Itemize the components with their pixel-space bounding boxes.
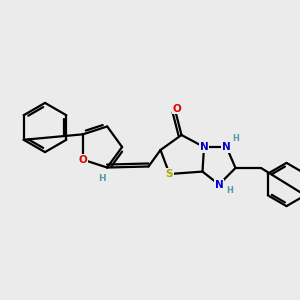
Text: N: N xyxy=(200,142,208,152)
Text: H: H xyxy=(98,174,106,183)
Text: O: O xyxy=(172,103,182,114)
Text: H: H xyxy=(226,186,233,195)
Text: S: S xyxy=(166,169,173,179)
Text: N: N xyxy=(214,179,224,190)
Text: H: H xyxy=(233,134,239,143)
Text: N: N xyxy=(222,142,231,152)
Text: O: O xyxy=(79,155,87,165)
